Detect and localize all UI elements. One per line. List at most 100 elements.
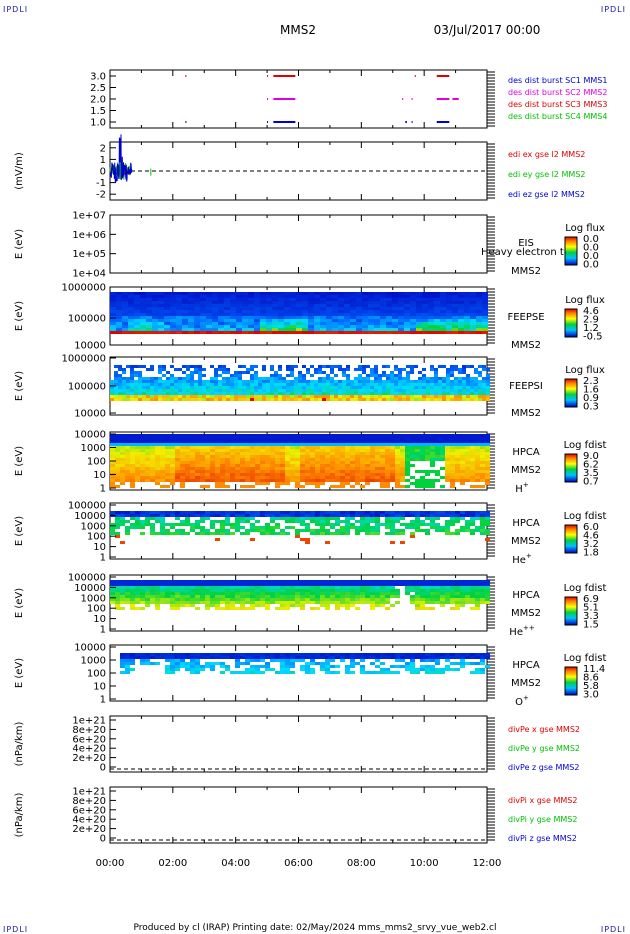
spectrogram-cell <box>255 514 260 517</box>
spectrogram-cell <box>152 304 158 307</box>
spectrogram-cell <box>454 386 458 389</box>
spectrogram-cell <box>284 331 290 334</box>
spectrogram-cell <box>320 307 326 310</box>
spectrogram-cell <box>195 662 200 665</box>
spectrogram-cell <box>235 586 240 589</box>
spectrogram-cell <box>440 437 445 440</box>
spectrogram-cell <box>475 476 480 479</box>
spectrogram-cell <box>305 586 310 589</box>
spectrogram-cell <box>462 365 466 368</box>
spectrogram-cell <box>122 319 128 322</box>
species-charge: + <box>523 481 529 489</box>
spectrogram-cell <box>434 331 440 334</box>
spectrogram-cell <box>194 380 198 383</box>
spectrogram-cell <box>476 331 482 334</box>
spectrogram-cell <box>116 304 122 307</box>
spectrogram-cell <box>162 380 166 383</box>
spectrogram-cell <box>270 464 275 467</box>
spectrogram-cell <box>220 662 225 665</box>
spectrogram-cell <box>285 595 290 598</box>
spectrogram-cell <box>430 485 435 488</box>
spectrogram-cell <box>120 523 125 526</box>
spectrogram-cell <box>390 541 395 544</box>
spectrogram-cell <box>215 532 220 535</box>
spectrogram-cell <box>180 583 185 586</box>
spectrogram-cell <box>150 392 154 395</box>
spectrogram-cell <box>205 592 210 595</box>
spectrogram-cell <box>334 374 338 377</box>
spectrogram-cell <box>145 583 150 586</box>
spectrogram-cell <box>170 446 175 449</box>
spectrogram-cell <box>170 523 175 526</box>
x-tick-label: 00:00 <box>96 858 125 869</box>
spectrogram-cell <box>290 455 295 458</box>
spectrogram-cell <box>360 511 365 514</box>
spectrogram-cell <box>386 365 390 368</box>
spectrogram-cell <box>275 583 280 586</box>
spectrogram-cell <box>470 671 475 674</box>
spectrogram-cell <box>290 392 294 395</box>
spectrogram-cell <box>170 589 175 592</box>
spectrogram-cell <box>275 598 280 601</box>
spectrogram-cell <box>434 313 440 316</box>
spectrogram-cell <box>210 479 215 482</box>
spectrogram-cell <box>130 452 135 455</box>
spectrogram-cell <box>300 479 305 482</box>
colorbar-tick-label: 0.3 <box>583 402 599 413</box>
spectrogram-cell <box>368 325 374 328</box>
spectrogram-cell <box>446 389 450 392</box>
spectrogram-cell <box>445 467 450 470</box>
spectrogram-cell <box>150 395 154 398</box>
spectrogram-cell <box>380 586 385 589</box>
spectrogram-cell <box>180 464 185 467</box>
spectrogram-cell <box>454 389 458 392</box>
spectrogram-cell <box>215 446 220 449</box>
spectrogram-cell <box>255 461 260 464</box>
spectrogram-cell <box>140 455 145 458</box>
spectrogram-cell <box>305 511 310 514</box>
spectrogram-cell <box>265 455 270 458</box>
spectrogram-cell <box>145 443 150 446</box>
spectrogram-cell <box>290 514 295 517</box>
spectrogram-cell <box>415 482 420 485</box>
spectrogram-cell <box>116 301 122 304</box>
spectrogram-cell <box>225 476 230 479</box>
spectrogram-cell <box>445 656 450 659</box>
colorbar-tick-label: 1.2 <box>583 323 599 334</box>
spectrogram-cell <box>210 434 215 437</box>
spectrogram-cell <box>415 598 420 601</box>
spectrogram-cell <box>390 653 395 656</box>
spectrogram-cell <box>285 514 290 517</box>
spectrogram-cell <box>450 368 454 371</box>
spectrogram-cell <box>195 434 200 437</box>
spectrogram-cell <box>195 440 200 443</box>
y-axis-label: E (eV) <box>14 446 25 476</box>
spectrogram-cell <box>485 514 490 517</box>
y-tick-label: 100000 <box>68 501 106 512</box>
spectrogram-cell <box>410 446 415 449</box>
spectrogram-cell <box>114 377 118 380</box>
spectrogram-cell <box>135 595 140 598</box>
spectrogram-cell <box>298 389 302 392</box>
spectrogram-cell <box>480 455 485 458</box>
spectrogram-cell <box>150 446 155 449</box>
spectrogram-cell <box>275 467 280 470</box>
spectrogram-cell <box>345 671 350 674</box>
spectrogram-cell <box>335 656 340 659</box>
spectrogram-cell <box>134 395 138 398</box>
spectrogram-cell <box>300 511 305 514</box>
spectrogram-cell <box>230 479 235 482</box>
spectrogram-cell <box>270 395 274 398</box>
spectrogram-cell <box>464 319 470 322</box>
spectrogram-cell <box>145 476 150 479</box>
spectrogram-cell <box>475 580 480 583</box>
colorbar <box>564 666 578 696</box>
spectrogram-cell <box>325 598 330 601</box>
colorbar-tick-label: 11.4 <box>583 664 605 675</box>
spectrogram-cell <box>470 443 475 446</box>
spectrogram-cell <box>466 377 470 380</box>
spectrogram-cell <box>445 514 450 517</box>
spectrogram-cell <box>155 532 160 535</box>
spectrogram-cell <box>335 446 340 449</box>
spectrogram-cell <box>235 665 240 668</box>
